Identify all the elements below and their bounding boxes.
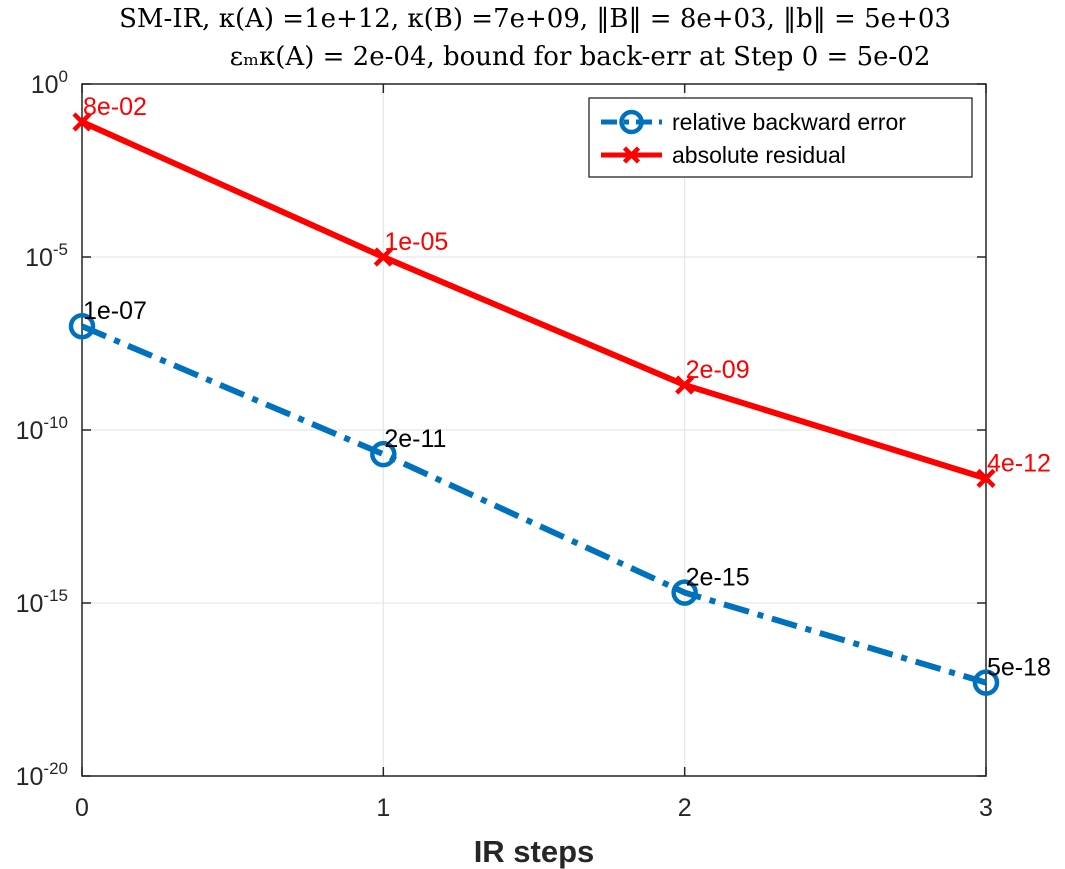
y-tick-label: 10-20 <box>16 759 68 791</box>
data-point <box>972 669 1000 696</box>
chart-title-line-2: εₘκ(A) = 2e-04, bound for back-err at St… <box>230 42 931 72</box>
series-line <box>80 323 987 686</box>
legend-label: relative backward error <box>672 109 906 135</box>
data-label: 8e-02 <box>83 93 147 121</box>
y-tick-label: 10-15 <box>16 586 68 618</box>
data-label: 2e-09 <box>686 356 750 384</box>
legend: relative backward error absolute residual <box>588 97 973 178</box>
data-point <box>68 312 96 340</box>
legend-box <box>588 97 973 178</box>
data-point <box>370 440 397 468</box>
x-tick-label: 1 <box>376 794 390 822</box>
data-point <box>671 579 698 606</box>
legend-item: absolute residual <box>601 142 846 168</box>
x-axis: 0 1 2 3 <box>75 84 993 822</box>
y-axis: 100 10-5 10-10 10-15 10-20 <box>16 67 986 791</box>
series-line <box>80 119 987 482</box>
data-label: 1e-05 <box>384 228 448 256</box>
x-axis-label: IR steps <box>474 834 595 869</box>
legend-label: absolute residual <box>672 142 846 168</box>
y-tick-label: 10-5 <box>25 240 68 272</box>
y-tick-label: 100 <box>31 67 68 99</box>
data-point <box>675 375 695 395</box>
series-layer: 1e-07 2e-11 2e-15 5e-18 8e-02 1e-05 2e-09 4e-12 <box>68 93 1051 696</box>
x-tick-label: 2 <box>678 794 692 822</box>
data-point <box>373 247 393 267</box>
series-relative-backward-error: 1e-07 2e-11 2e-15 5e-18 <box>68 297 1051 696</box>
data-point <box>72 112 92 132</box>
legend-marker <box>622 146 641 164</box>
chart-title: SM-IR, κ(A) =1e+12, κ(B) =7e+09, ‖B‖ = 8… <box>119 4 951 72</box>
series-absolute-residual: 8e-02 1e-05 2e-09 4e-12 <box>72 93 1051 488</box>
y-tick-label: 10-10 <box>16 413 68 445</box>
grid <box>81 83 987 777</box>
data-label: 1e-07 <box>83 297 147 325</box>
x-tick-label: 0 <box>75 794 89 822</box>
legend-marker <box>619 109 644 135</box>
data-label: 2e-15 <box>686 564 750 592</box>
data-point <box>976 468 996 488</box>
data-label: 4e-12 <box>987 449 1051 477</box>
data-label: 2e-11 <box>384 425 446 453</box>
data-label: 5e-18 <box>987 654 1051 682</box>
chart-title-line-1: SM-IR, κ(A) =1e+12, κ(B) =7e+09, ‖B‖ = 8… <box>119 4 951 34</box>
x-tick-label: 3 <box>979 794 993 822</box>
legend-item: relative backward error <box>601 109 906 135</box>
